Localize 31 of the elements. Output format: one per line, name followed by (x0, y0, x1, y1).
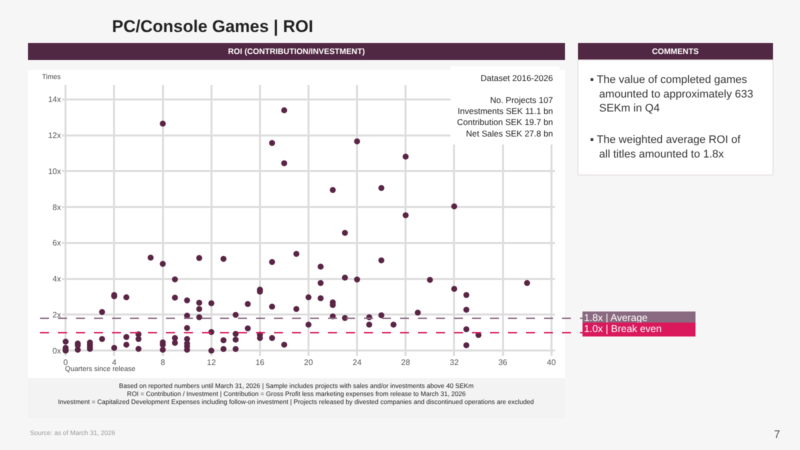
annotation: No. Projects 107 (490, 95, 554, 106)
annotation: Investments SEK 11.1 bn (458, 106, 554, 116)
x-tick-label: 40 (546, 358, 556, 367)
y-tick-label: 8x (52, 202, 61, 212)
annotation: Contribution SEK 19.7 bn (457, 117, 554, 128)
text: 7 (774, 429, 780, 441)
x-tick-label: 8 (160, 358, 166, 367)
x-tick-label: 36 (498, 358, 508, 367)
text: COMMENTS (652, 47, 700, 56)
x-tick-label: 24 (352, 358, 362, 367)
text: ▪ The weighted average ROI of all titles amounted to 1.8x (590, 134, 742, 160)
ref-line-label: 1.0x | Break even (584, 324, 662, 335)
x-tick-label: 28 (401, 358, 411, 367)
y-tick-label: 14x (48, 95, 61, 104)
x-tick-label: 16 (255, 358, 265, 367)
y-tick-label: 0x (52, 346, 61, 356)
x-tick-label: 12 (206, 358, 216, 367)
y-tick-label: 12x (48, 131, 61, 140)
text: ▪ The value of completed games amounted to approximately 633 SEKm in Q4 (590, 74, 754, 115)
y-tick-label: 10x (48, 166, 61, 176)
x-tick-label: 0 (63, 358, 68, 367)
text: Dataset 2016-2026 (480, 73, 554, 83)
y-tick-label: 2x (52, 310, 61, 320)
x-tick-label: 20 (304, 358, 314, 367)
x-tick-label: 32 (450, 358, 460, 367)
y-tick-label: 4x (52, 274, 61, 284)
x-tick-label: 4 (112, 358, 117, 367)
chart-subtitle: ROI (CONTRIBUTION/INVESTMENT) (228, 47, 366, 56)
y-tick-label: 6x (52, 238, 61, 248)
annotation: Net Sales SEK 27.8 bn (466, 128, 554, 138)
chart-title: PC/Console Games | ROI (112, 17, 314, 36)
